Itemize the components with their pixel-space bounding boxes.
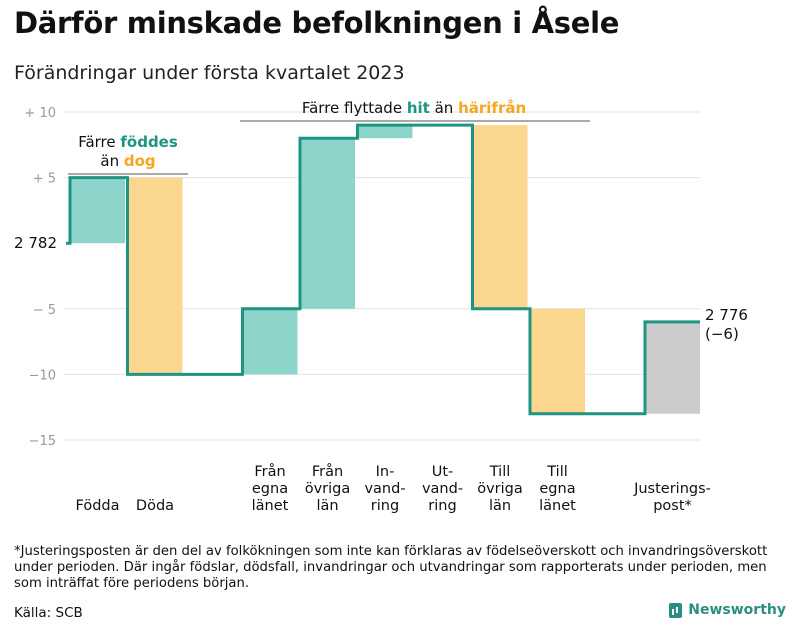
- footnote: *Justeringsposten är den del av folkökni…: [14, 544, 768, 591]
- category-label: Från: [312, 463, 343, 480]
- y-tick-label: −10: [29, 368, 56, 383]
- category-label: Döda: [136, 498, 174, 514]
- annotation-births-deaths: Färre föddes: [78, 133, 178, 151]
- bar-justeringspost-: [645, 321, 700, 414]
- category-label: egna: [539, 481, 575, 497]
- bar-från-övriga-län: [300, 138, 355, 309]
- bar-från-egna-länet: [242, 308, 298, 375]
- category-label: post*: [653, 498, 692, 514]
- source-label: Källa: SCB: [14, 605, 83, 621]
- category-label: Födda: [76, 498, 120, 514]
- y-tick-label: + 5: [33, 172, 56, 187]
- category-label: In-: [376, 464, 395, 480]
- category-label: Ut-: [432, 464, 454, 480]
- bar-till-övriga-län: [472, 125, 528, 309]
- category-label: ring: [428, 498, 456, 514]
- start-value-label: 2 782: [14, 234, 57, 252]
- y-tick-label: + 10: [24, 106, 56, 121]
- chart-subtitle: Förändringar under första kvartalet 2023: [14, 62, 405, 84]
- end-change-label: (−6): [705, 325, 739, 343]
- end-value-label: 2 776: [705, 306, 748, 324]
- annotation-births-deaths-line2: än dog: [100, 152, 155, 170]
- category-label: Från: [254, 463, 285, 480]
- category-label: ring: [371, 498, 399, 514]
- category-label: Till: [489, 464, 511, 480]
- category-label: Justerings-: [633, 481, 711, 497]
- waterfall-line: [66, 123, 700, 416]
- brand-name: Newsworthy: [688, 602, 786, 618]
- category-label: län: [316, 498, 338, 514]
- category-label: övriga: [477, 481, 523, 497]
- category-label: vand-: [422, 481, 463, 497]
- y-tick-label: −15: [29, 434, 56, 449]
- category-label: övriga: [305, 481, 351, 497]
- category-label: länet: [252, 498, 289, 514]
- bar-invandring: [357, 125, 413, 139]
- waterfall-chart: + 10 + 5 − 5 −10 −15 2 782 2 776(−6) Födda Döda F…: [14, 99, 748, 514]
- y-tick-label: − 5: [33, 303, 56, 318]
- newsworthy-icon: [669, 602, 683, 618]
- category-label: egna: [252, 481, 288, 497]
- brand-logo[interactable]: Newsworthy: [669, 602, 786, 618]
- category-label: Till: [546, 464, 568, 480]
- bar-födda: [70, 177, 125, 244]
- category-label: län: [489, 498, 511, 514]
- annotation-migration: Färre flyttade hit än härifrån: [302, 99, 526, 117]
- bar-till-egna-länet: [530, 308, 585, 414]
- bar-döda: [127, 177, 183, 375]
- chart-title: Därför minskade befolkningen i Åsele: [14, 6, 620, 40]
- category-label: vand-: [364, 481, 405, 497]
- category-label: länet: [539, 498, 576, 514]
